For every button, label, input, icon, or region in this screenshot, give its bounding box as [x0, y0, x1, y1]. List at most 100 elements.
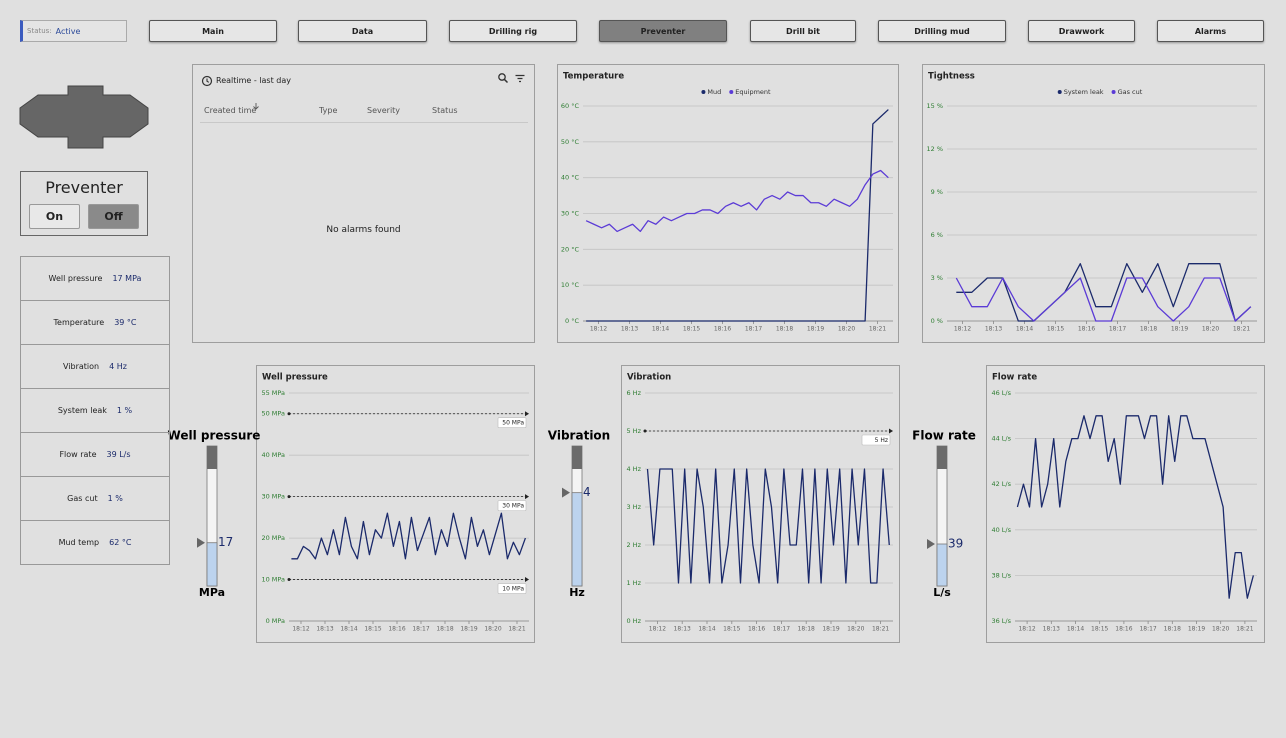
gauge-title: Flow rate [912, 429, 976, 443]
clock-icon [201, 75, 213, 87]
x-tick-label: 18:19 [1188, 626, 1205, 633]
column-header[interactable]: Status [432, 106, 458, 115]
on-button[interactable]: On [29, 204, 80, 229]
reading-value: 62 °C [109, 538, 132, 547]
x-tick-label: 18:13 [985, 326, 1002, 333]
x-tick-label: 18:20 [1202, 326, 1219, 333]
alarms-panel: Realtime - last day Created time Type Se… [192, 64, 535, 343]
reading-row: Mud temp 62 °C [20, 520, 170, 565]
threshold-label-box [497, 417, 527, 429]
gauge-pointer [197, 537, 205, 548]
chart-title: Flow rate [992, 373, 1037, 383]
column-header[interactable]: Severity [367, 106, 401, 115]
x-tick-label: 18:17 [773, 626, 790, 633]
y-tick-label: 40 MPa [261, 451, 285, 459]
nav-button[interactable]: Alarms [1157, 20, 1264, 42]
y-tick-label: 2 Hz [626, 541, 641, 549]
status-box: Status: Active [20, 20, 127, 42]
x-tick-label: 18:19 [460, 626, 477, 633]
chart-panel [986, 365, 1265, 643]
preventer-title: Preventer [45, 178, 123, 197]
x-tick-label: 18:13 [621, 326, 638, 333]
x-tick-label: 18:13 [1043, 626, 1060, 633]
gauge-fill [936, 543, 948, 587]
reading-label: System leak [57, 406, 107, 415]
gauge-title: Vibration [548, 429, 610, 443]
series-line [956, 263, 1252, 322]
preventer-shape [19, 85, 149, 149]
column-header[interactable]: Type [319, 106, 338, 115]
y-tick-label: 3 % [931, 274, 943, 282]
x-tick-label: 18:16 [1115, 626, 1132, 633]
reading-value: 39 °C [114, 318, 137, 327]
reading-label: Vibration [63, 362, 100, 371]
gauge-pointer [562, 487, 570, 498]
x-tick-label: 18:15 [1091, 626, 1108, 633]
x-tick-label: 18:21 [872, 626, 889, 633]
reading-value: 1 % [116, 406, 133, 415]
y-tick-label: 10 °C [561, 281, 580, 289]
chart-title: Vibration [627, 373, 671, 383]
reading-row: Well pressure 17 MPa [20, 256, 170, 301]
nav-button[interactable]: Preventer [599, 20, 727, 42]
legend-label: Equipment [735, 88, 771, 96]
reading-row: Flow rate 39 L/s [20, 432, 170, 477]
reading-label: Temperature [53, 318, 105, 327]
threshold-label-box [497, 583, 527, 594]
off-button[interactable]: Off [88, 204, 139, 229]
threshold-arrow [525, 494, 529, 500]
y-tick-label: 10 MPa [261, 576, 285, 584]
threshold-start [643, 429, 647, 433]
nav-button[interactable]: Drilling mud [878, 20, 1006, 42]
threshold-label: 50 MPa [502, 420, 524, 427]
reading-row: Gas cut 1 % [20, 476, 170, 521]
column-header[interactable]: Created time [204, 106, 257, 115]
gauge-value: 39 [948, 537, 963, 551]
gauge-pointer [927, 539, 935, 549]
y-tick-label: 30 °C [561, 210, 580, 218]
legend-marker [729, 90, 734, 94]
nav-button[interactable]: Drilling rig [449, 20, 577, 42]
reading-row: Temperature 39 °C [20, 300, 170, 345]
gauge-unit: Hz [569, 586, 585, 599]
chart-title: Temperature [563, 72, 624, 82]
chart-panel [256, 365, 535, 643]
y-tick-label: 60 °C [561, 102, 580, 110]
header-divider [200, 122, 528, 123]
y-tick-label: 30 MPa [261, 493, 285, 501]
legend-marker [1111, 90, 1116, 94]
reading-value: 1 % [107, 494, 123, 503]
reading-row: System leak 1 % [20, 388, 170, 433]
y-tick-label: 20 MPa [261, 534, 285, 542]
legend-marker [1057, 90, 1062, 94]
x-tick-label: 18:18 [1164, 626, 1181, 633]
filter-icon[interactable] [514, 72, 526, 84]
gauge-fill [571, 492, 583, 587]
y-tick-label: 42 L/s [991, 480, 1011, 488]
y-tick-label: 4 Hz [626, 465, 641, 473]
nav-button[interactable]: Drill bit [750, 20, 856, 42]
threshold-label-box [497, 500, 527, 511]
threshold-label: 30 MPa [502, 503, 524, 510]
series-line [646, 468, 890, 584]
legend-label: System leak [1064, 88, 1104, 96]
x-tick-label: 18:21 [508, 626, 525, 633]
y-tick-label: 40 L/s [991, 526, 1011, 534]
nav-button[interactable]: Data [298, 20, 427, 42]
threshold-start [287, 578, 291, 582]
search-icon[interactable] [497, 72, 509, 84]
chart-panel [922, 64, 1265, 343]
legend-label: Gas cut [1118, 88, 1143, 96]
y-tick-label: 38 L/s [991, 571, 1011, 579]
chart-title: Tightness [928, 72, 975, 82]
gauge-cap [937, 446, 947, 469]
y-tick-label: 44 L/s [991, 435, 1011, 443]
alarms-title: Realtime - last day [216, 76, 291, 85]
x-tick-label: 18:19 [822, 626, 839, 633]
nav-button[interactable]: Main [149, 20, 277, 42]
nav-button[interactable]: Drawwork [1028, 20, 1135, 42]
y-tick-label: 15 % [926, 102, 943, 110]
x-tick-label: 18:14 [652, 326, 669, 333]
y-tick-label: 40 °C [561, 174, 580, 182]
y-tick-label: 6 % [931, 231, 943, 239]
